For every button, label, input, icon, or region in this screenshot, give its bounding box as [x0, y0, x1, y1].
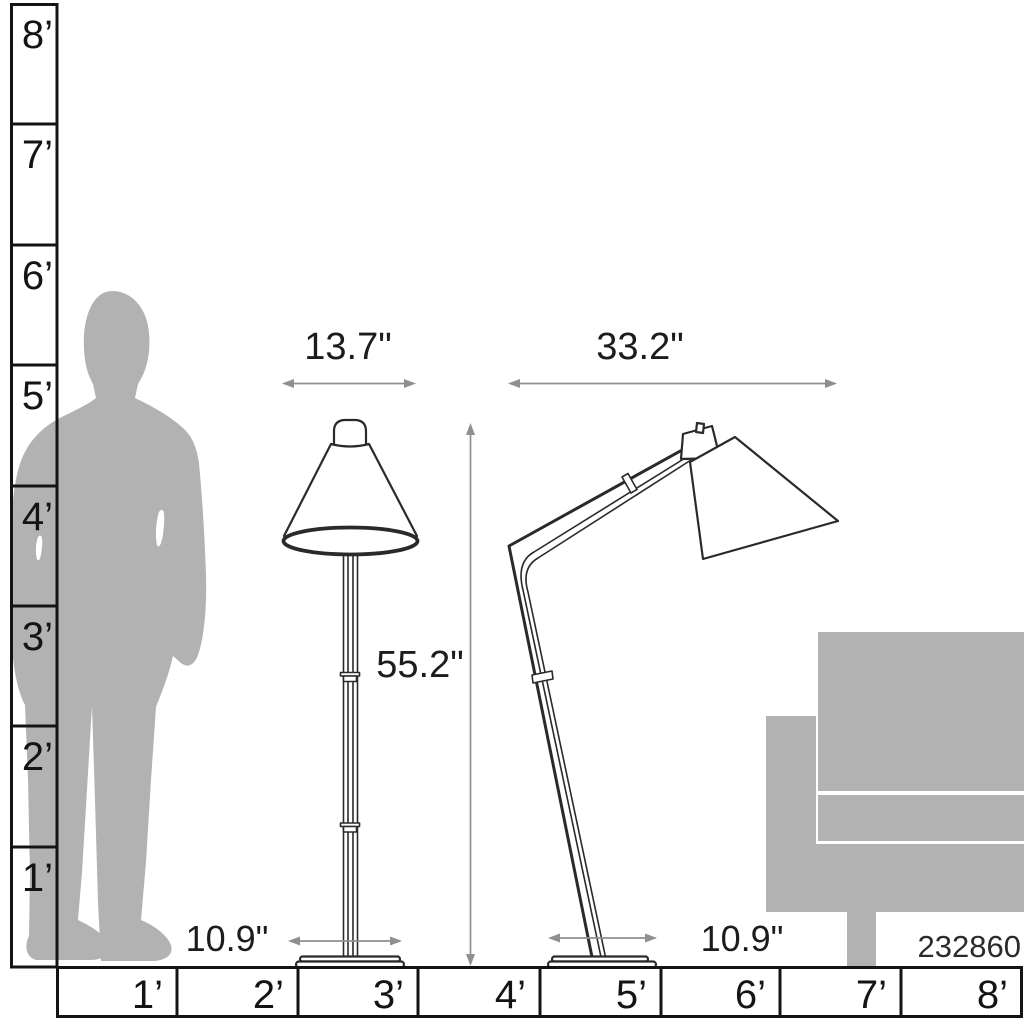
arrowhead-left-icon — [508, 379, 520, 388]
arrowhead-left-icon — [288, 936, 300, 946]
horizontal-ruler-label: 5’ — [616, 973, 647, 1017]
lamp-shade-fill — [284, 444, 417, 535]
straight-floor-lamp — [281, 418, 420, 969]
vertical-ruler-label: 4’ — [22, 495, 53, 539]
person-silhouette — [10, 291, 207, 961]
arrowhead-left-icon — [282, 379, 294, 388]
straight-base-width-label: 10.9" — [186, 918, 269, 959]
horizontal-ruler-label: 7’ — [856, 973, 887, 1017]
horizontal-ruler-label: 4’ — [495, 973, 526, 1017]
lamp-finial — [332, 418, 368, 444]
lamp-shade-rim — [281, 525, 420, 557]
pole-connector — [342, 825, 358, 833]
dimension-annotations: 13.7" 33.2" 55.2" 10.9" 10.9" — [186, 326, 837, 966]
pocket-slit-right — [155, 509, 165, 547]
pocket-slit-left — [35, 535, 43, 561]
horizontal-ruler-label: 1’ — [132, 973, 163, 1017]
pole-connector — [342, 675, 358, 683]
arc-pole-connector — [531, 670, 554, 684]
vertical-ruler: 8’ 7’ 6’ 5’ 4’ 3’ 2’ 1’ — [10, 3, 59, 969]
model-number: 232860 — [918, 929, 1021, 964]
arc-lamp-outer-arm — [507, 442, 695, 959]
arrowhead-right-icon — [645, 933, 657, 943]
horizontal-ruler-label: 6’ — [735, 973, 766, 1017]
arc-arm-connector — [621, 472, 638, 494]
arm-reach-label: 33.2" — [596, 326, 683, 368]
sofa-silhouette — [766, 632, 1024, 968]
lamp-height-label: 55.2" — [376, 644, 463, 686]
arc-lamp-shade — [688, 435, 840, 561]
sofa-arm — [766, 716, 816, 912]
arc-lamp-inner-arm — [520, 454, 691, 958]
sofa-cushion — [818, 795, 1024, 841]
arrowhead-right-icon — [404, 379, 416, 388]
horizontal-ruler-label: 8’ — [977, 973, 1008, 1017]
lamp-shade-outline — [282, 442, 419, 538]
horizontal-ruler-label: 3’ — [373, 973, 404, 1017]
arrowhead-right-icon — [390, 936, 402, 946]
sofa-back — [818, 632, 1024, 791]
horizontal-ruler: 1’ 2’ 3’ 4’ 5’ 6’ 7’ 8’ — [56, 966, 1023, 1018]
vertical-ruler-label: 7’ — [22, 133, 53, 177]
vertical-ruler-label: 5’ — [22, 374, 53, 418]
arc-lamp-inner-arm — [525, 459, 692, 958]
vertical-ruler-label: 3’ — [22, 615, 53, 659]
arc-lamp-switch-nub — [694, 421, 706, 435]
vertical-ruler-label: 2’ — [22, 735, 53, 779]
shade-width-label: 13.7" — [304, 326, 391, 368]
arc-floor-lamp — [507, 421, 840, 969]
standing-man-silhouette — [10, 291, 207, 961]
arrowhead-up-icon — [466, 423, 475, 435]
vertical-ruler-label: 6’ — [22, 254, 53, 298]
vertical-ruler-label: 1’ — [22, 856, 53, 900]
vertical-ruler-label: 8’ — [22, 13, 53, 57]
arc-base-width-label: 10.9" — [701, 918, 784, 959]
arrowhead-down-icon — [466, 954, 475, 966]
horizontal-ruler-label: 2’ — [253, 973, 284, 1017]
sofa-leg — [847, 912, 876, 968]
arrowhead-left-icon — [548, 933, 560, 943]
arrowhead-right-icon — [825, 379, 837, 388]
